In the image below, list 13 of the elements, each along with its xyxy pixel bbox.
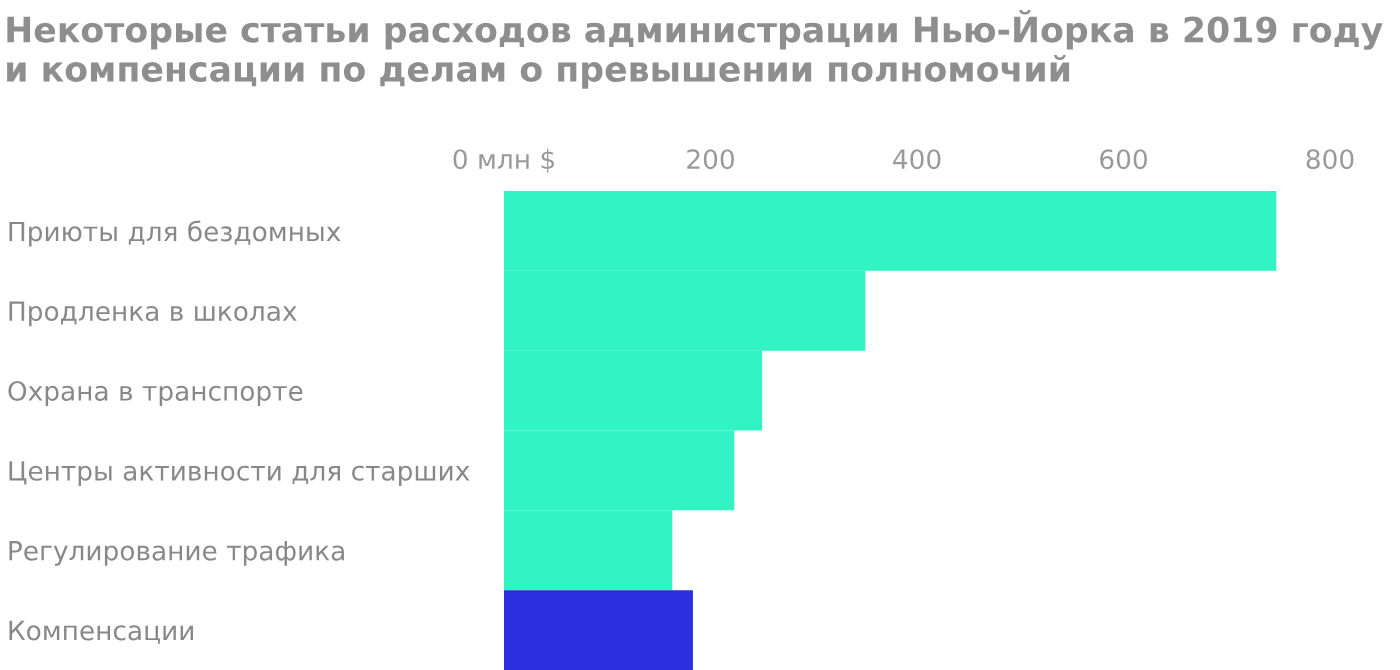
y-tick-label: Компенсации bbox=[9, 620, 193, 644]
y-tick-label: Центры активности для старших bbox=[9, 461, 470, 486]
x-tick-label: 400 bbox=[893, 149, 941, 170]
y-tick-label: Приюты для бездомных bbox=[9, 220, 341, 247]
x-tick-label: 800 bbox=[1306, 149, 1354, 170]
x-tick-label: 600 bbox=[1100, 149, 1147, 170]
y-tick-label: Регулирование трафика bbox=[9, 541, 344, 566]
y-tick-label: Охрана в транспорте bbox=[8, 380, 303, 407]
y-tick-label: Продленка в школах bbox=[9, 301, 297, 327]
bar bbox=[504, 590, 693, 670]
x-tick-label: 0 млн $ bbox=[453, 148, 554, 173]
x-tick-label: 200 bbox=[687, 149, 734, 170]
chart-title: Некоторые статьи расходов администрации Нью-Йорка в 2019 году и компенсации по делам о превышении полномочий bbox=[7, 10, 1383, 89]
